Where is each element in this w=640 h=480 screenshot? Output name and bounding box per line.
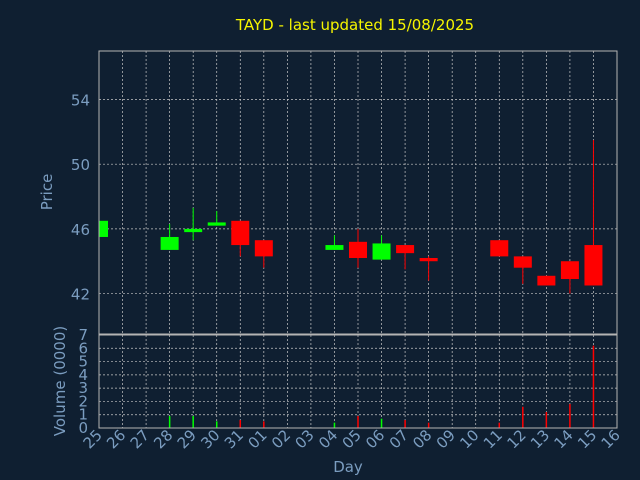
day-tick-label: 09 [433, 426, 459, 452]
volume-tick-label: 3 [78, 379, 88, 397]
day-tick-label: 15 [574, 426, 600, 452]
candle-body [99, 220, 108, 237]
day-tick-label: 26 [103, 426, 129, 452]
candle-body [349, 241, 367, 258]
price-tick-label: 46 [71, 221, 90, 239]
volume-axis-label: Volume (0000) [51, 326, 69, 436]
volume-bar [215, 421, 218, 428]
day-tick-label: 08 [409, 426, 435, 452]
volume-bar [545, 412, 548, 428]
day-axis: 2526272829303101020304050607080910111213… [80, 426, 624, 452]
day-tick-label: 31 [221, 426, 247, 452]
price-tick-label: 54 [71, 92, 90, 110]
day-tick-label: 06 [362, 426, 388, 452]
candle-body [184, 228, 203, 233]
day-tick-label: 05 [339, 426, 365, 452]
candle-body [513, 256, 532, 268]
candle-body [560, 261, 579, 280]
volume-bar [498, 422, 501, 428]
volume-bar [522, 406, 524, 428]
candle-body [325, 245, 344, 250]
candles [98, 139, 603, 294]
price-axis-label: Price [38, 174, 56, 211]
volume-bar [380, 418, 383, 428]
day-tick-label: 03 [292, 426, 318, 452]
candle-body [396, 245, 415, 254]
price-axis: 42 46 50 54 [71, 92, 90, 304]
candle-body [537, 275, 556, 286]
price-panel-frame [98, 50, 618, 335]
volume-bar [357, 416, 359, 428]
candle-body [419, 257, 438, 262]
volume-bar [592, 345, 595, 428]
day-tick-label: 04 [315, 426, 341, 452]
volume-tick-label: 7 [78, 326, 88, 344]
price-tick-label: 42 [71, 286, 90, 304]
day-tick-label: 07 [386, 426, 412, 452]
candle-body [372, 243, 391, 260]
volume-bar [427, 422, 430, 428]
day-axis-label: Day [333, 458, 363, 476]
chart-title: TAYD - last updated 15/08/2025 [235, 16, 474, 34]
day-tick-label: 29 [174, 426, 200, 452]
day-tick-label: 16 [598, 426, 624, 452]
volume-tick-label: 4 [78, 366, 88, 384]
day-tick-label: 14 [551, 426, 577, 452]
volume-bar [404, 420, 406, 428]
volume-bar [192, 416, 194, 428]
volume-tick-label: 0 [78, 419, 88, 437]
candle-body [490, 240, 509, 257]
volume-tick-label: 2 [78, 392, 88, 410]
price-tick-label: 50 [71, 156, 90, 174]
volume-tick-label: 5 [78, 353, 88, 371]
day-tick-label: 27 [127, 426, 153, 452]
volume-bar [168, 416, 171, 428]
volume-bars [168, 345, 595, 428]
day-tick-label: 10 [456, 426, 482, 452]
day-tick-label: 13 [527, 426, 553, 452]
day-tick-label: 12 [503, 426, 529, 452]
day-tick-label: 28 [150, 426, 176, 452]
candle-body [584, 245, 603, 286]
volume-bar [569, 404, 571, 428]
candle-body [207, 222, 226, 226]
candle-body [254, 240, 273, 257]
volume-tick-label: 1 [78, 406, 88, 424]
volume-tick-label: 6 [78, 339, 88, 357]
volume-bar [239, 420, 242, 428]
volume-bar [263, 421, 265, 428]
volume-bar [333, 422, 336, 428]
day-tick-label: 02 [268, 426, 294, 452]
volume-panel-frame [98, 334, 618, 429]
candle-body [160, 236, 179, 250]
day-tick-label: 30 [197, 426, 223, 452]
candle-body [231, 220, 250, 246]
day-tick-label: 11 [480, 426, 506, 452]
day-tick-label: 01 [244, 426, 270, 452]
